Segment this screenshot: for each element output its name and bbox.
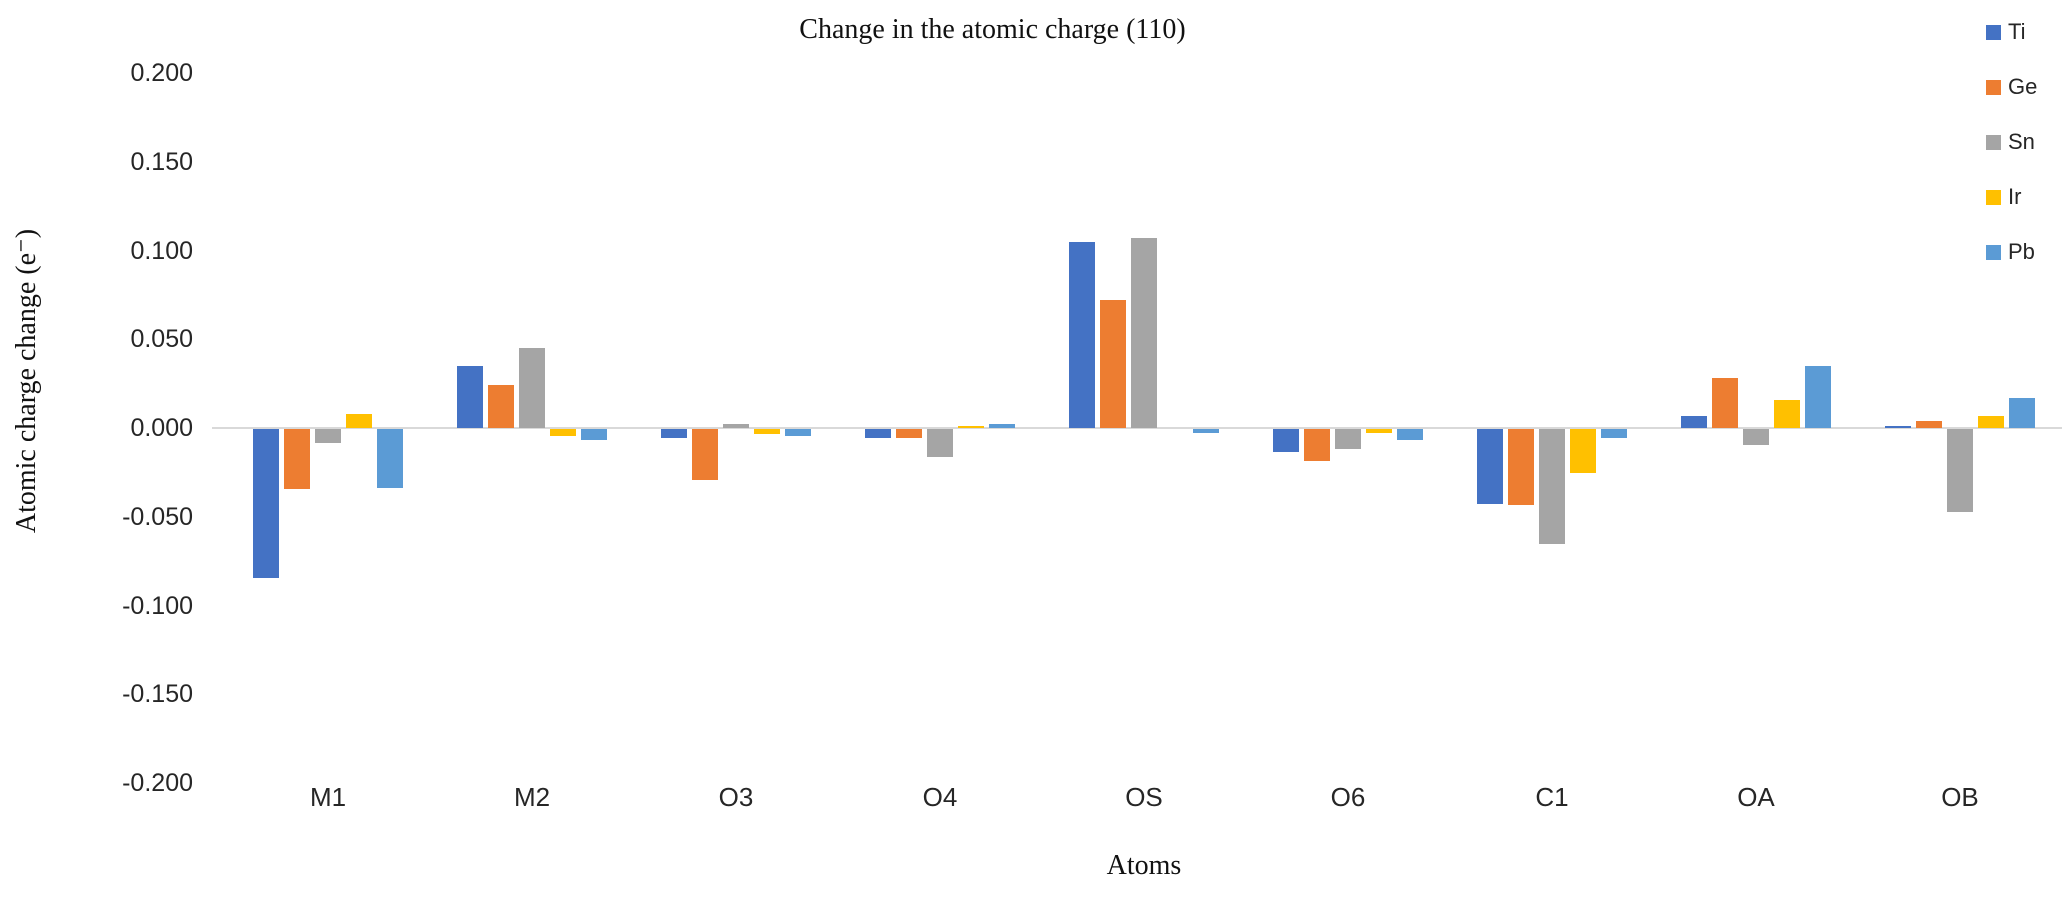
x-label-M2: M2 xyxy=(513,782,551,812)
x-label-M1: M1 xyxy=(309,782,347,812)
legend-swatch-icon xyxy=(1986,24,2001,40)
bar-Ge-OA xyxy=(1712,378,1738,428)
x-label-O4: O4 xyxy=(922,782,958,812)
bar-Pb-O3 xyxy=(785,429,811,437)
bar-Ir-M2 xyxy=(550,429,576,437)
bar-Pb-O6 xyxy=(1397,429,1423,440)
bar-Ir-C1 xyxy=(1570,429,1596,474)
x-axis-category-labels: M1 M2 O3 O4 OS O6 C1 OA OB xyxy=(226,782,2062,818)
y-tick-label: 0.150 xyxy=(130,147,193,176)
x-axis-title: Atoms xyxy=(1106,850,1182,881)
bar-Sn-OB xyxy=(1947,429,1973,513)
x-label-O3: O3 xyxy=(718,782,754,812)
legend: Ti Ge Sn Ir Pb xyxy=(1986,19,2038,264)
bar-Sn-OS xyxy=(1131,238,1157,428)
y-axis-ticks: 0.200 0.150 0.100 0.050 0.000 -0.050 -0.100 -0.… xyxy=(0,0,193,909)
x-label-OB: OB xyxy=(1941,782,1979,812)
bar-Ge-O3 xyxy=(692,429,718,481)
bar-Ir-OA xyxy=(1774,399,1800,428)
legend-swatch-icon xyxy=(1986,189,2001,205)
legend-swatch-icon xyxy=(1986,244,2001,260)
plot-area xyxy=(212,73,2062,783)
bar-Sn-O3 xyxy=(723,424,749,428)
bar-Ir-M1 xyxy=(346,413,372,428)
bar-Ti-OA xyxy=(1681,415,1707,428)
bar-Pb-M1 xyxy=(377,429,403,488)
y-tick-label: 0.050 xyxy=(130,325,193,354)
legend-label: Ir xyxy=(2008,184,2022,209)
legend-label: Pb xyxy=(2008,239,2035,264)
y-tick-label: 0.100 xyxy=(130,236,193,265)
zero-axis-line xyxy=(212,427,2062,429)
bar-Sn-O4 xyxy=(927,429,953,458)
bar-Pb-OA xyxy=(1805,365,1831,428)
legend-item-Pb: Pb xyxy=(1986,239,2037,264)
bar-Ir-OB xyxy=(1978,415,2004,428)
bar-Ti-O4 xyxy=(865,429,891,438)
bar-Ge-O4 xyxy=(896,429,922,438)
y-tick-label: -0.150 xyxy=(122,680,193,709)
legend-label: Ti xyxy=(2008,19,2026,44)
legend-swatch-icon xyxy=(1986,79,2001,95)
legend-label: Ge xyxy=(2008,74,2038,99)
bar-Pb-O4 xyxy=(989,424,1015,428)
x-label-O6: O6 xyxy=(1330,782,1366,812)
bar-Ti-M2 xyxy=(457,365,483,428)
bar-Sn-M2 xyxy=(519,348,545,428)
bar-Ti-OS xyxy=(1069,241,1095,428)
bar-Ti-O6 xyxy=(1273,429,1299,453)
bar-Ti-OB xyxy=(1885,426,1911,428)
bar-Ge-M2 xyxy=(488,385,514,428)
y-tick-label: -0.100 xyxy=(122,591,193,620)
x-label-OS: OS xyxy=(1125,782,1163,812)
bar-Sn-O6 xyxy=(1335,429,1361,449)
y-tick-label: 0.200 xyxy=(130,59,193,87)
legend-item-Ti: Ti xyxy=(1986,19,2037,44)
bar-Ir-O3 xyxy=(754,429,780,435)
bar-Ge-OB xyxy=(1916,420,1942,428)
bar-Ti-C1 xyxy=(1477,429,1503,504)
x-label-OA: OA xyxy=(1737,782,1775,812)
legend-swatch-icon xyxy=(1986,134,2001,150)
bar-Ir-O6 xyxy=(1366,429,1392,433)
bar-Pb-C1 xyxy=(1601,429,1627,438)
bar-Pb-OB xyxy=(2009,397,2035,428)
bar-Sn-M1 xyxy=(315,429,341,444)
legend-item-Ge: Ge xyxy=(1986,74,2038,99)
chart-title: Change in the atomic charge (110) xyxy=(799,14,1186,45)
bar-Sn-OA xyxy=(1743,429,1769,445)
y-tick-label: -0.050 xyxy=(122,502,193,531)
bar-Ti-O3 xyxy=(661,429,687,438)
bar-Ge-OS xyxy=(1100,300,1126,428)
legend-item-Ir: Ir xyxy=(1986,184,2037,209)
bar-Pb-M2 xyxy=(581,429,607,440)
y-tick-label: 0.000 xyxy=(130,414,193,442)
bar-Ge-M1 xyxy=(284,429,310,490)
bar-Ge-O6 xyxy=(1304,429,1330,461)
bar-Ge-C1 xyxy=(1508,429,1534,506)
y-tick-label: -0.200 xyxy=(122,769,193,797)
x-label-C1: C1 xyxy=(1535,782,1569,812)
bar-Sn-C1 xyxy=(1539,429,1565,545)
bar-Pb-OS xyxy=(1193,429,1219,433)
legend-label: Sn xyxy=(2008,129,2035,154)
bar-Ti-M1 xyxy=(253,429,279,579)
bar-Ir-O4 xyxy=(958,426,984,428)
legend-item-Sn: Sn xyxy=(1986,129,2037,154)
